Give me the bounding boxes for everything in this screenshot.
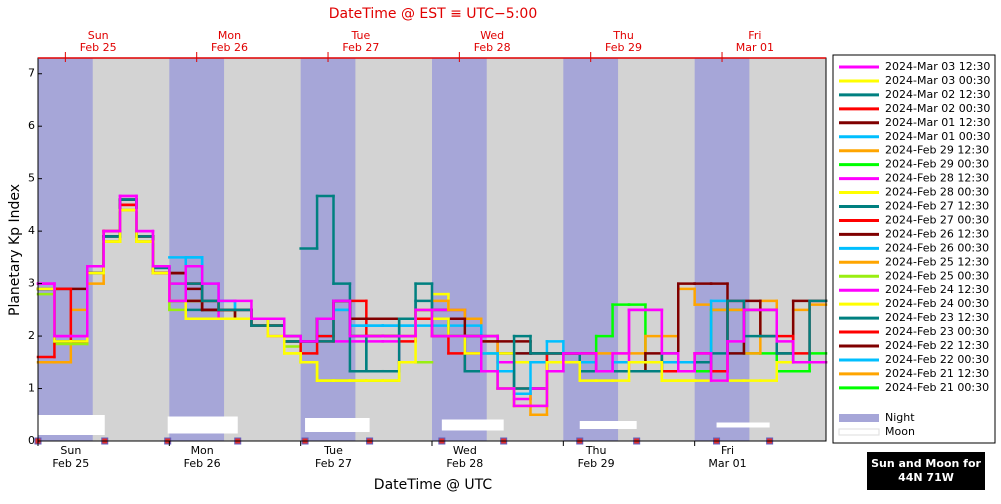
x2-tick-label: Wed bbox=[480, 29, 504, 42]
y-tick-label: 0 bbox=[28, 434, 35, 447]
x-tick-label: Feb 26 bbox=[184, 457, 221, 470]
x2-tick-label: Mon bbox=[218, 29, 241, 42]
legend-label: 2024-Mar 01 12:30 bbox=[885, 116, 990, 129]
legend-label: 2024-Feb 22 00:30 bbox=[885, 353, 989, 366]
night-band bbox=[38, 58, 93, 441]
moon-bar bbox=[716, 422, 770, 428]
legend-swatch bbox=[838, 428, 880, 436]
y-tick-label: 1 bbox=[28, 382, 35, 395]
legend-label: 2024-Feb 21 00:30 bbox=[885, 381, 989, 394]
y-tick-label: 2 bbox=[28, 329, 35, 342]
x-tick-label: Feb 28 bbox=[446, 457, 483, 470]
y-tick-label: 4 bbox=[28, 224, 35, 237]
x2-tick-label: Feb 27 bbox=[342, 41, 379, 54]
chart-title: DateTime @ EST ≡ UTC−5:00 bbox=[329, 6, 537, 22]
legend-label: 2024-Feb 29 12:30 bbox=[885, 144, 989, 157]
night-band bbox=[563, 58, 619, 441]
legend-label: 2024-Feb 23 12:30 bbox=[885, 311, 989, 324]
x2-tick-label: Feb 29 bbox=[605, 41, 642, 54]
x2-tick-label: Tue bbox=[350, 29, 370, 42]
x-tick-label: Feb 29 bbox=[578, 457, 615, 470]
night-band bbox=[694, 58, 750, 441]
legend-label: 2024-Feb 27 12:30 bbox=[885, 200, 989, 213]
legend-label: 2024-Feb 25 00:30 bbox=[885, 269, 989, 282]
x-tick-label: Feb 25 bbox=[52, 457, 89, 470]
x2-tick-label: Feb 26 bbox=[211, 41, 248, 54]
y-axis-label: Planetary Kp Index bbox=[7, 184, 23, 316]
night-band bbox=[169, 58, 225, 441]
x-tick-label: Mar 01 bbox=[708, 457, 746, 470]
x2-tick-label: Thu bbox=[612, 29, 634, 42]
legend-label: 2024-Feb 22 12:30 bbox=[885, 339, 989, 352]
legend-label: 2024-Feb 27 00:30 bbox=[885, 213, 989, 226]
moon-bar bbox=[38, 415, 105, 435]
x2-tick-label: Sun bbox=[88, 29, 109, 42]
x2-tick-label: Fri bbox=[748, 29, 761, 42]
x-tick-label: Tue bbox=[323, 444, 343, 457]
location-text: Sun and Moon for bbox=[871, 457, 981, 470]
legend-label: 2024-Feb 23 00:30 bbox=[885, 325, 989, 338]
y-tick-label: 6 bbox=[28, 119, 35, 132]
plot bbox=[34, 57, 828, 445]
moon-bar bbox=[579, 421, 637, 429]
legend-label: 2024-Mar 03 00:30 bbox=[885, 74, 990, 87]
y-tick-label: 7 bbox=[28, 67, 35, 80]
legend-swatch bbox=[839, 414, 879, 422]
legend-label: 2024-Feb 28 00:30 bbox=[885, 186, 989, 199]
legend-label: 2024-Feb 25 12:30 bbox=[885, 255, 989, 268]
y-tick-label: 5 bbox=[28, 172, 35, 185]
x2-tick-label: Mar 01 bbox=[736, 41, 774, 54]
moon-bar bbox=[441, 419, 504, 431]
x-tick-label: Thu bbox=[585, 444, 607, 457]
legend-label: 2024-Feb 29 00:30 bbox=[885, 158, 989, 171]
legend-label: 2024-Mar 02 00:30 bbox=[885, 102, 990, 115]
legend-label: 2024-Feb 24 12:30 bbox=[885, 283, 989, 296]
x-axis-label: DateTime @ UTC bbox=[374, 477, 493, 493]
night-band bbox=[432, 58, 487, 441]
moon-bar bbox=[305, 418, 370, 432]
legend-label: 2024-Mar 03 12:30 bbox=[885, 60, 990, 73]
x2-tick-label: Feb 25 bbox=[80, 41, 117, 54]
y-tick-label: 3 bbox=[28, 277, 35, 290]
location-box bbox=[867, 452, 985, 490]
legend-label: 2024-Mar 02 12:30 bbox=[885, 88, 990, 101]
legend-label: Night bbox=[885, 411, 915, 424]
x-tick-label: Feb 27 bbox=[315, 457, 352, 470]
x-tick-label: Mon bbox=[191, 444, 214, 457]
legend-label: 2024-Feb 28 12:30 bbox=[885, 172, 989, 185]
x-tick-label: Wed bbox=[453, 444, 477, 457]
legend-label: Moon bbox=[885, 425, 915, 438]
legend-label: 2024-Mar 01 00:30 bbox=[885, 130, 990, 143]
moon-bar bbox=[167, 416, 238, 434]
legend-label: 2024-Feb 26 12:30 bbox=[885, 227, 989, 240]
legend-label: 2024-Feb 24 00:30 bbox=[885, 297, 989, 310]
legend-label: 2024-Feb 21 12:30 bbox=[885, 367, 989, 380]
location-text: 44N 71W bbox=[898, 471, 954, 484]
x2-tick-label: Feb 28 bbox=[474, 41, 511, 54]
x-tick-label: Fri bbox=[721, 444, 734, 457]
legend-label: 2024-Feb 26 00:30 bbox=[885, 241, 989, 254]
x-tick-label: Sun bbox=[60, 444, 81, 457]
